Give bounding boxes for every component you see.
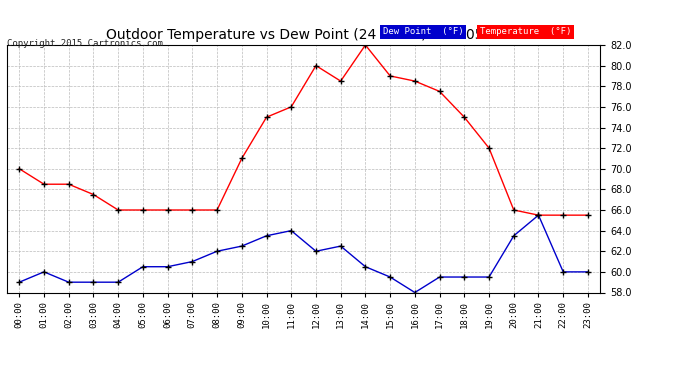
Title: Outdoor Temperature vs Dew Point (24 Hours) 20150508: Outdoor Temperature vs Dew Point (24 Hou… <box>106 28 501 42</box>
Text: Temperature  (°F): Temperature (°F) <box>480 27 571 36</box>
Text: Dew Point  (°F): Dew Point (°F) <box>383 27 464 36</box>
Text: Copyright 2015 Cartronics.com: Copyright 2015 Cartronics.com <box>7 39 163 48</box>
